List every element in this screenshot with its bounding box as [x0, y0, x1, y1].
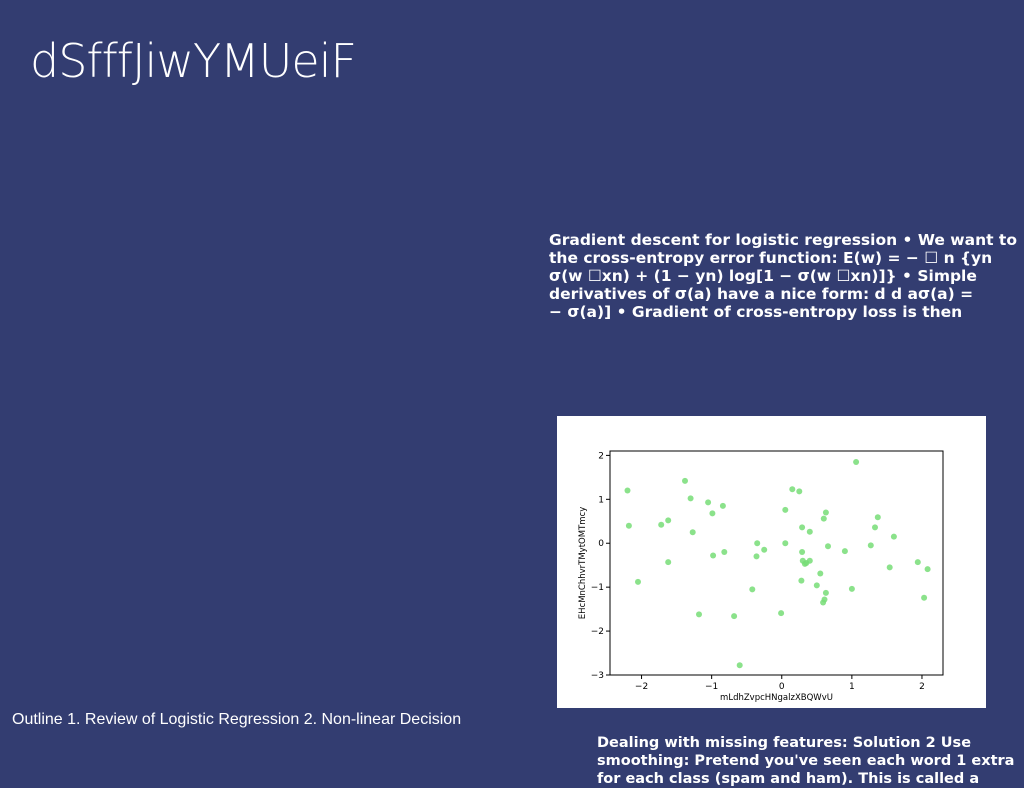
missing-text-line: for each class (spam and ham). This is c…	[597, 771, 980, 787]
data-point	[625, 522, 632, 529]
data-point	[817, 570, 824, 577]
gradient-text-line: σ(w ☐xn) + (1 − yn) log[1 − σ(w ☐xn)]} •…	[549, 267, 977, 285]
plot-frame	[609, 450, 944, 676]
data-point	[778, 610, 785, 617]
gradient-text-line: Gradient descent for logistic regression…	[549, 231, 1017, 249]
data-point	[798, 577, 805, 584]
data-point	[872, 524, 878, 531]
data-point	[874, 514, 881, 521]
data-point	[921, 594, 928, 601]
data-point	[624, 487, 631, 494]
x-tick-label: 2	[919, 682, 925, 692]
data-point	[914, 559, 921, 566]
data-point	[731, 613, 738, 620]
gradient-text-line: the cross-entropy error function: E(w) =…	[549, 249, 993, 267]
y-axis-label: EHcMnChhvrTMytOMTmcy	[578, 507, 588, 619]
data-point	[753, 553, 760, 560]
data-point	[821, 596, 828, 603]
data-point	[736, 662, 743, 669]
data-point	[665, 517, 672, 524]
data-point	[658, 521, 665, 528]
data-point	[709, 510, 716, 517]
data-point	[799, 549, 806, 555]
data-point	[689, 529, 696, 536]
y-tick-label: −1	[591, 583, 604, 593]
missing-features-text: Dealing with missing features: Solution …	[597, 734, 1024, 788]
data-point	[796, 488, 803, 495]
y-tick-label: 1	[598, 495, 604, 505]
data-point	[749, 586, 756, 593]
missing-text-line: smoothing: Pretend you've seen each word…	[597, 753, 1015, 769]
data-point	[822, 509, 829, 516]
data-point	[761, 546, 768, 553]
data-point	[665, 559, 672, 566]
data-point	[806, 528, 813, 535]
data-point	[825, 543, 831, 550]
gradient-text-line: − σ(a)] • Gradient of cross-entropy loss…	[549, 303, 963, 321]
data-point	[813, 582, 820, 589]
data-point	[687, 495, 694, 502]
data-point	[890, 533, 897, 540]
data-point	[841, 548, 848, 555]
data-point	[822, 589, 829, 596]
data-point	[782, 506, 789, 513]
data-point	[696, 611, 702, 618]
scatter-chart: −2 −1 0 1 2 2 1 0 −1 −2 −3 mLdhZvpcHNgalzXBQWvU EHcM…	[578, 450, 944, 703]
x-tick-label: 1	[849, 682, 855, 692]
x-axis-label: mLdhZvpcHNgalzXBQWvU	[720, 693, 833, 703]
data-point	[789, 486, 796, 493]
x-tick-label: −1	[705, 682, 718, 692]
data-point	[848, 585, 855, 592]
slide-title: dSfffJiwYMUeiF	[30, 34, 357, 88]
data-point	[710, 552, 717, 559]
missing-text-line: Dealing with missing features: Solution …	[597, 735, 972, 751]
y-tick-label: 2	[598, 451, 604, 461]
data-point	[705, 499, 712, 506]
data-point	[754, 540, 761, 547]
data-point	[782, 540, 789, 547]
data-point	[799, 524, 806, 531]
x-tick-label: −2	[635, 682, 648, 692]
data-point	[886, 564, 893, 571]
data-point	[682, 477, 688, 484]
data-point	[924, 566, 931, 573]
data-point	[806, 557, 813, 564]
y-tick-label: −2	[591, 627, 604, 637]
data-point	[867, 542, 874, 549]
y-tick-label: −3	[591, 671, 604, 681]
data-point	[635, 578, 641, 585]
data-point	[820, 515, 827, 522]
y-tick-label: 0	[598, 539, 604, 549]
data-point	[719, 502, 726, 509]
data-point	[853, 459, 860, 465]
data-point	[721, 549, 728, 555]
outline-text: Outline 1. Review of Logistic Regression…	[12, 711, 462, 728]
gradient-text-line: derivatives of σ(a) have a nice form: d …	[549, 285, 974, 303]
scatter-chart-card: −2 −1 0 1 2 2 1 0 −1 −2 −3 mLdhZvpcHNgalzXBQWvU EHcM…	[557, 416, 986, 708]
gradient-descent-text: Gradient descent for logistic regression…	[549, 231, 1024, 321]
x-tick-label: 0	[779, 682, 785, 692]
